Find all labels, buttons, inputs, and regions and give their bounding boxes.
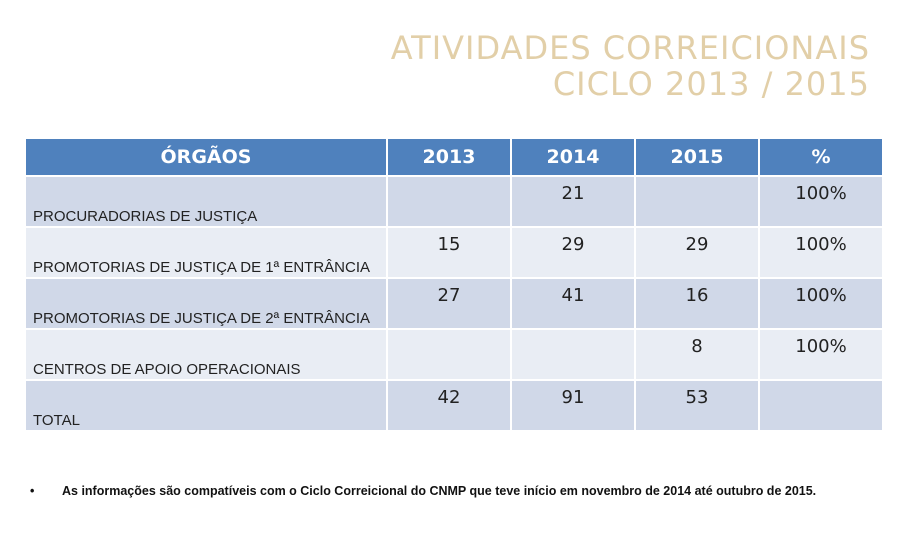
cell-2013: 15 xyxy=(388,228,510,277)
cell-2013 xyxy=(388,177,510,226)
footnote-text: As informações são compatíveis com o Cic… xyxy=(62,484,817,498)
table-row: PROCURADORIAS DE JUSTIÇA 21 100% xyxy=(26,177,882,226)
cell-percent xyxy=(760,381,882,430)
bullet-icon: • xyxy=(30,484,35,498)
cell-percent: 100% xyxy=(760,177,882,226)
page-title: ATIVIDADES CORREICIONAIS CICLO 2013 / 20… xyxy=(391,30,870,102)
cell-percent: 100% xyxy=(760,330,882,379)
cell-2015 xyxy=(636,177,758,226)
row-label: PROMOTORIAS DE JUSTIÇA DE 2ª ENTRÂNCIA xyxy=(26,279,386,328)
table-row: CENTROS DE APOIO OPERACIONAIS 8 100% xyxy=(26,330,882,379)
table-row: PROMOTORIAS DE JUSTIÇA DE 2ª ENTRÂNCIA 2… xyxy=(26,279,882,328)
activities-table: ÓRGÃOS 2013 2014 2015 % PROCURADORIAS DE… xyxy=(24,137,884,432)
row-label: PROCURADORIAS DE JUSTIÇA xyxy=(26,177,386,226)
header-percent: % xyxy=(760,139,882,175)
table-header-row: ÓRGÃOS 2013 2014 2015 % xyxy=(26,139,882,175)
cell-2014: 21 xyxy=(512,177,634,226)
cell-percent: 100% xyxy=(760,279,882,328)
header-2013: 2013 xyxy=(388,139,510,175)
cell-2013 xyxy=(388,330,510,379)
header-2014: 2014 xyxy=(512,139,634,175)
row-label: TOTAL xyxy=(26,381,386,430)
row-label: CENTROS DE APOIO OPERACIONAIS xyxy=(26,330,386,379)
cell-2013: 27 xyxy=(388,279,510,328)
cell-2015: 8 xyxy=(636,330,758,379)
table-row: PROMOTORIAS DE JUSTIÇA DE 1ª ENTRÂNCIA 1… xyxy=(26,228,882,277)
cell-2014: 29 xyxy=(512,228,634,277)
header-orgaos: ÓRGÃOS xyxy=(26,139,386,175)
table-row-total: TOTAL 42 91 53 xyxy=(26,381,882,430)
cell-2015: 16 xyxy=(636,279,758,328)
title-line-2: CICLO 2013 / 2015 xyxy=(552,65,870,103)
cell-2014: 41 xyxy=(512,279,634,328)
cell-2015: 29 xyxy=(636,228,758,277)
cell-2015: 53 xyxy=(636,381,758,430)
cell-2014: 91 xyxy=(512,381,634,430)
header-2015: 2015 xyxy=(636,139,758,175)
row-label: PROMOTORIAS DE JUSTIÇA DE 1ª ENTRÂNCIA xyxy=(26,228,386,277)
cell-percent: 100% xyxy=(760,228,882,277)
cell-2013: 42 xyxy=(388,381,510,430)
title-line-1: ATIVIDADES CORREICIONAIS xyxy=(390,29,870,67)
footnote: • As informações são compatíveis com o Ci… xyxy=(30,484,816,498)
cell-2014 xyxy=(512,330,634,379)
